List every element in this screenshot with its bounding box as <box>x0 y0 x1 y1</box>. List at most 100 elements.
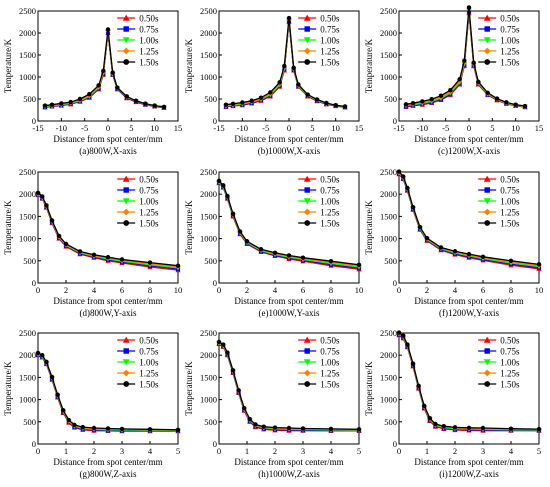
legend-marker <box>484 59 491 65</box>
data-point <box>105 426 111 431</box>
data-point <box>277 80 282 85</box>
x-axis-label: Distance from spot center/mm <box>414 457 523 467</box>
legend-marker <box>122 47 130 55</box>
y-tick-label: 2500 <box>200 6 217 16</box>
y-axis-label: Temperature/K <box>364 361 374 416</box>
chart-panel: 0 500 1000 1500 2000 2500 -15 -10 -5 0 5 10 15 Distan… <box>184 6 363 156</box>
y-tick-label: 2500 <box>200 328 217 338</box>
y-tick-label: 1000 <box>19 234 36 244</box>
x-tick-label: 10 <box>174 285 183 295</box>
data-point <box>272 425 278 430</box>
x-tick-label: -10 <box>56 123 67 133</box>
data-point <box>236 388 241 393</box>
data-point <box>403 102 409 107</box>
y-tick-label: 0 <box>213 116 217 126</box>
x-tick-label: 0 <box>36 446 40 456</box>
legend-label: 1.25s <box>320 369 340 379</box>
legend-label: 1.50s <box>500 219 520 229</box>
x-tick-label: 4 <box>92 285 97 295</box>
panel-caption: (c)1200W,X-axis <box>438 146 500 156</box>
data-point <box>44 359 49 365</box>
data-point <box>405 342 410 347</box>
y-axis-label: Temperature/K <box>184 38 194 93</box>
data-point <box>68 99 73 105</box>
series-line <box>37 352 179 431</box>
x-tick-label: 5 <box>537 446 541 456</box>
x-tick-label: 5 <box>357 446 361 456</box>
data-point <box>508 426 514 431</box>
x-axis-label: Distance from spot center/mm <box>234 296 343 306</box>
data-point <box>152 103 157 108</box>
legend-marker <box>484 220 491 226</box>
legend-marker <box>122 37 130 44</box>
data-point <box>296 82 301 87</box>
data-point <box>240 100 245 105</box>
data-point <box>66 417 72 423</box>
data-point <box>356 262 362 268</box>
legend-label: 1.00s <box>320 358 340 368</box>
data-point <box>133 98 139 103</box>
data-point <box>223 102 229 107</box>
data-point <box>410 204 416 210</box>
x-tick-label: -15 <box>213 123 224 133</box>
legend-marker <box>122 14 130 21</box>
data-point <box>324 100 329 106</box>
data-point <box>225 193 230 199</box>
x-tick-label: 2 <box>425 285 429 295</box>
x-tick-label: 5 <box>129 123 133 133</box>
y-tick-label: 0 <box>32 439 36 449</box>
x-tick-label: 3 <box>120 446 124 456</box>
legend-marker <box>303 198 311 205</box>
data-point <box>101 68 106 74</box>
x-tick-label: -15 <box>32 123 43 133</box>
data-point <box>476 79 481 85</box>
x-tick-label: 5 <box>490 123 494 133</box>
data-point <box>457 76 462 82</box>
data-point <box>49 374 55 380</box>
y-axis-label: Temperature/K <box>3 38 13 93</box>
legend-label: 1.25s <box>500 47 520 57</box>
data-point <box>105 255 111 260</box>
x-tick-label: 4 <box>509 446 514 456</box>
legend-marker <box>122 198 130 205</box>
data-point <box>417 224 423 230</box>
legend-label: 1.00s <box>139 197 159 207</box>
plot-frame <box>398 332 540 445</box>
data-point <box>462 58 467 63</box>
y-tick-label: 1000 <box>380 395 397 405</box>
data-point <box>536 262 542 267</box>
legend-marker <box>484 381 491 387</box>
data-point <box>438 245 444 250</box>
y-tick-label: 1500 <box>200 211 217 221</box>
legend-marker <box>483 359 491 366</box>
legend-marker <box>122 175 130 182</box>
data-point <box>282 63 287 69</box>
y-axis-label: Temperature/K <box>3 361 13 416</box>
x-tick-label: 4 <box>273 285 278 295</box>
data-point <box>513 102 518 107</box>
legend-marker <box>304 59 311 65</box>
y-tick-label: 500 <box>23 417 36 427</box>
data-point <box>55 392 60 397</box>
legend-label: 0.75s <box>500 347 520 357</box>
data-point <box>244 239 250 244</box>
data-point <box>272 250 278 256</box>
panel-caption: (e)1000W,Y-axis <box>259 308 320 318</box>
data-point <box>494 96 500 101</box>
legend-marker <box>483 198 491 205</box>
panel-caption: (a)800W,X-axis <box>79 146 137 156</box>
data-point <box>230 211 236 216</box>
legend-marker <box>123 26 129 32</box>
data-point <box>421 403 427 409</box>
legend-label: 1.00s <box>139 358 159 368</box>
legend-marker <box>484 26 490 32</box>
x-tick-label: 1 <box>64 446 68 456</box>
panel-caption: (h)1000W,Z-axis <box>258 469 320 479</box>
legend-marker <box>483 175 491 182</box>
x-tick-label: 0 <box>467 123 471 133</box>
y-tick-label: 1000 <box>200 234 217 244</box>
y-tick-label: 500 <box>384 256 397 266</box>
y-tick-label: 2500 <box>380 6 397 16</box>
y-tick-label: 2000 <box>19 28 36 38</box>
